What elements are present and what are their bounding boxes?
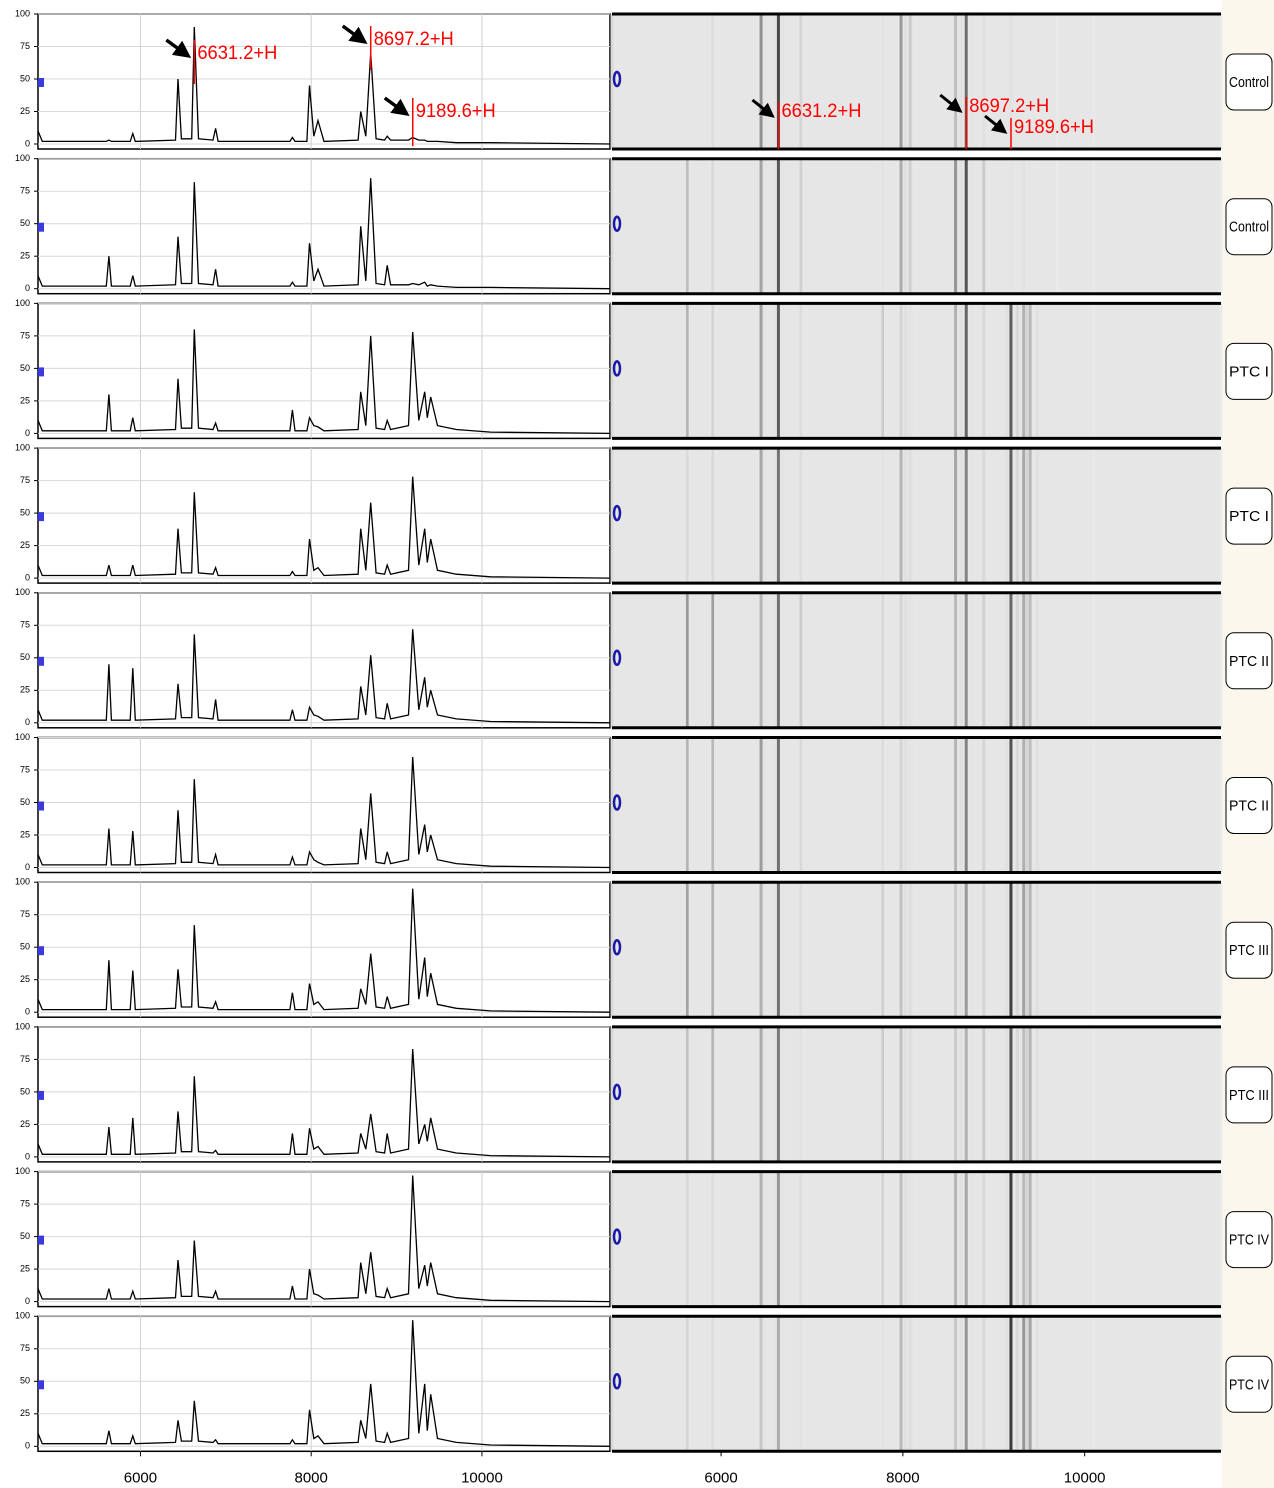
sample-label: PTC I xyxy=(1229,363,1269,380)
y-tick-label: 75 xyxy=(20,1054,30,1064)
y-tick-label: 0 xyxy=(25,1441,30,1451)
sample-label: PTC IV xyxy=(1229,1376,1269,1393)
y-tick-label: 0 xyxy=(25,1007,30,1017)
marker-icon xyxy=(38,1236,44,1245)
y-tick-label: 0 xyxy=(25,717,30,727)
sample-label: PTC II xyxy=(1229,653,1269,670)
y-tick-label: 75 xyxy=(20,909,30,919)
x-tick-label: 8000 xyxy=(886,1469,919,1486)
y-tick-label: 75 xyxy=(20,1198,30,1208)
marker-icon xyxy=(38,367,44,376)
marker-icon xyxy=(38,1091,44,1100)
y-tick-label: 50 xyxy=(20,1086,30,1096)
figure: 0 25 50 75 100 Control 0 25 50 75 100 Control 0 25 50 7… xyxy=(0,0,1274,1488)
y-tick-label: 50 xyxy=(20,942,30,952)
sample-label: PTC I xyxy=(1229,508,1269,525)
y-tick-label: 100 xyxy=(15,1021,30,1031)
y-tick-label: 25 xyxy=(20,1408,30,1418)
marker-icon xyxy=(38,946,44,955)
sample-label: PTC III xyxy=(1229,942,1269,959)
y-tick-label: 100 xyxy=(15,298,30,308)
panel-frame xyxy=(38,448,610,583)
panel-frame xyxy=(38,1316,610,1451)
marker-icon xyxy=(38,657,44,666)
marker-icon xyxy=(38,512,44,521)
x-tick-label: 6000 xyxy=(704,1469,737,1486)
y-tick-label: 75 xyxy=(20,620,30,630)
y-tick-label: 0 xyxy=(25,1296,30,1306)
annotation-text: 6631.2+H xyxy=(197,43,277,64)
y-tick-label: 75 xyxy=(20,330,30,340)
y-tick-label: 25 xyxy=(20,974,30,984)
y-tick-label: 0 xyxy=(25,572,30,582)
y-tick-label: 50 xyxy=(20,797,30,807)
y-tick-label: 25 xyxy=(20,829,30,839)
x-tick-label: 8000 xyxy=(295,1469,328,1486)
y-tick-label: 25 xyxy=(20,685,30,695)
sample-label: PTC III xyxy=(1229,1087,1269,1104)
y-tick-label: 100 xyxy=(15,1311,30,1321)
panel-frame xyxy=(38,159,610,294)
y-tick-label: 25 xyxy=(20,1263,30,1273)
y-tick-label: 50 xyxy=(20,652,30,662)
y-tick-label: 75 xyxy=(20,186,30,196)
marker-icon xyxy=(38,78,44,87)
y-tick-label: 0 xyxy=(25,862,30,872)
panel-frame xyxy=(38,14,610,149)
y-tick-label: 0 xyxy=(25,1151,30,1161)
panel-frame xyxy=(38,303,610,438)
annotation-text: 9189.6+H xyxy=(416,101,496,122)
marker-icon xyxy=(38,1380,44,1389)
y-tick-label: 50 xyxy=(20,1231,30,1241)
y-tick-label: 50 xyxy=(20,363,30,373)
y-tick-label: 0 xyxy=(25,138,30,148)
y-tick-label: 25 xyxy=(20,251,30,261)
x-tick-label: 10000 xyxy=(461,1469,503,1486)
panel-frame xyxy=(38,1027,610,1162)
y-tick-label: 25 xyxy=(20,395,30,405)
y-tick-label: 50 xyxy=(20,73,30,83)
y-tick-label: 50 xyxy=(20,1376,30,1386)
annotation-text: 9189.6+H xyxy=(1014,117,1094,138)
y-tick-label: 100 xyxy=(15,442,30,452)
sample-label: Control xyxy=(1229,219,1269,236)
y-tick-label: 25 xyxy=(20,1119,30,1129)
x-tick-label: 10000 xyxy=(1064,1469,1106,1486)
y-tick-label: 0 xyxy=(25,283,30,293)
y-tick-label: 75 xyxy=(20,475,30,485)
panel-frame xyxy=(38,1172,610,1307)
panel-frame xyxy=(38,882,610,1017)
y-tick-label: 75 xyxy=(20,764,30,774)
y-tick-label: 100 xyxy=(15,8,30,18)
annotation-text: 8697.2+H xyxy=(374,29,454,50)
y-tick-label: 100 xyxy=(15,587,30,597)
y-tick-label: 100 xyxy=(15,1166,30,1176)
y-tick-label: 100 xyxy=(15,877,30,887)
panel-frame xyxy=(38,738,610,873)
y-tick-label: 25 xyxy=(20,106,30,116)
panel-frame xyxy=(38,593,610,728)
y-tick-label: 25 xyxy=(20,540,30,550)
sample-label: PTC II xyxy=(1229,797,1269,814)
y-tick-label: 0 xyxy=(25,428,30,438)
marker-icon xyxy=(38,223,44,232)
y-tick-label: 100 xyxy=(15,732,30,742)
y-tick-label: 100 xyxy=(15,153,30,163)
annotation-text: 8697.2+H xyxy=(969,96,1049,117)
x-tick-label: 6000 xyxy=(124,1469,157,1486)
y-tick-label: 75 xyxy=(20,41,30,51)
marker-icon xyxy=(38,802,44,811)
sample-label: Control xyxy=(1229,74,1269,91)
sample-label: PTC IV xyxy=(1229,1232,1269,1249)
y-tick-label: 75 xyxy=(20,1343,30,1353)
y-tick-label: 50 xyxy=(20,507,30,517)
y-tick-label: 50 xyxy=(20,218,30,228)
annotation-text: 6631.2+H xyxy=(781,101,861,122)
